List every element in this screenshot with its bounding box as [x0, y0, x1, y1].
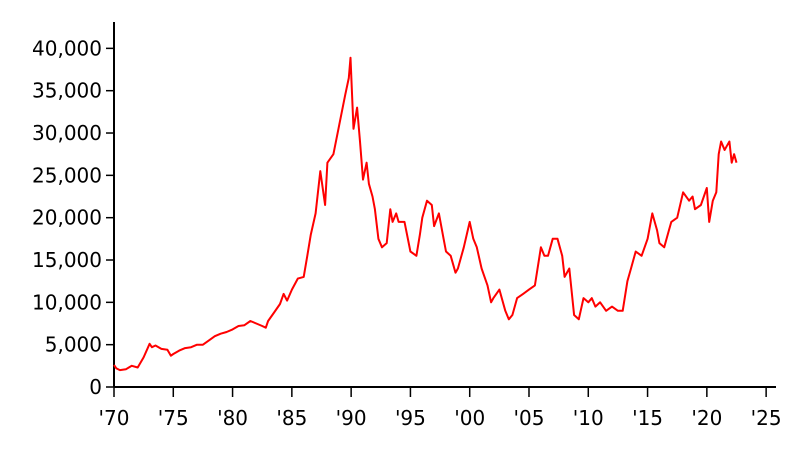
y-tick-label: 35,000 [32, 79, 102, 103]
x-tick-label: '15 [632, 406, 663, 430]
x-tick-label: '00 [454, 406, 485, 430]
x-tick-label: '85 [276, 406, 307, 430]
y-tick-label: 20,000 [32, 206, 102, 230]
x-tick-label: '20 [691, 406, 722, 430]
y-tick-label: 40,000 [32, 36, 102, 60]
x-tick-label: '70 [99, 406, 130, 430]
y-tick-label: 10,000 [32, 290, 102, 314]
y-tick-label: 0 [89, 375, 102, 399]
series-line [113, 56, 738, 372]
y-tick-label: 5,000 [45, 333, 102, 357]
y-tick-label: 15,000 [32, 248, 102, 272]
x-axis-ticks: '70 '75 '80 '85 '90 '95 '00 '05 '10 '15 '20 '25 [99, 387, 782, 430]
x-tick-label: '95 [395, 406, 426, 430]
y-tick-label: 30,000 [32, 121, 102, 145]
y-axis-ticks: 0 5,000 10,000 15,000 20,000 25,000 30,000 35,0… [32, 36, 114, 399]
x-tick-label: '90 [336, 406, 367, 430]
x-tick-label: '10 [573, 406, 604, 430]
x-tick-label: '75 [158, 406, 189, 430]
x-tick-label: '05 [514, 406, 545, 430]
y-tick-label: 25,000 [32, 163, 102, 187]
x-tick-label: '25 [751, 406, 782, 430]
x-tick-label: '80 [217, 406, 248, 430]
